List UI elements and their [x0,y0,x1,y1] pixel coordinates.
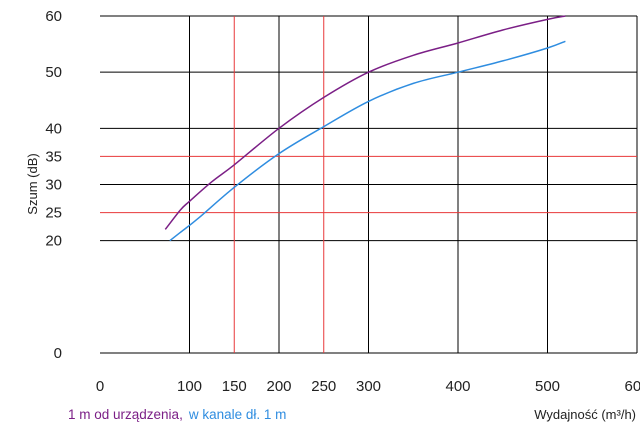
x-tick-100: 100 [177,378,202,395]
x-tick-200: 200 [266,378,291,395]
x-tick-600: 600 [624,378,640,395]
x-tick-300: 300 [356,378,381,395]
legend-entry-series-2: w kanale dł. 1 m [188,407,287,422]
y-tick-40: 40 [45,120,62,137]
y-tick-50: 50 [45,64,62,81]
reference-lines [100,16,637,353]
y-axis-title: Szum (dB) [25,153,40,214]
x-axis-title: Wydajność (m³/h) [534,407,636,422]
y-tick-35: 35 [45,148,62,165]
series-lines [164,15,566,242]
x-tick-0: 0 [96,378,104,395]
series-line-2 [169,40,566,242]
y-tick-labels: 0 20 25 30 35 40 50 60 [45,8,62,362]
y-tick-30: 30 [45,177,62,194]
x-tick-400: 400 [445,378,470,395]
legend-entry-series-1: 1 m od urządzenia, [68,407,183,422]
legend: 1 m od urządzenia, w kanale dł. 1 m [68,407,286,422]
series-line-1 [164,15,566,230]
x-tick-250: 250 [311,378,336,395]
x-tick-500: 500 [535,378,560,395]
x-tick-150: 150 [222,378,247,395]
y-tick-25: 25 [45,205,62,222]
x-tick-labels: 0 100 150 200 250 300 400 500 600 [96,378,640,395]
y-tick-20: 20 [45,233,62,250]
y-tick-60: 60 [45,8,62,25]
grid [100,15,638,354]
y-tick-0: 0 [54,345,62,362]
